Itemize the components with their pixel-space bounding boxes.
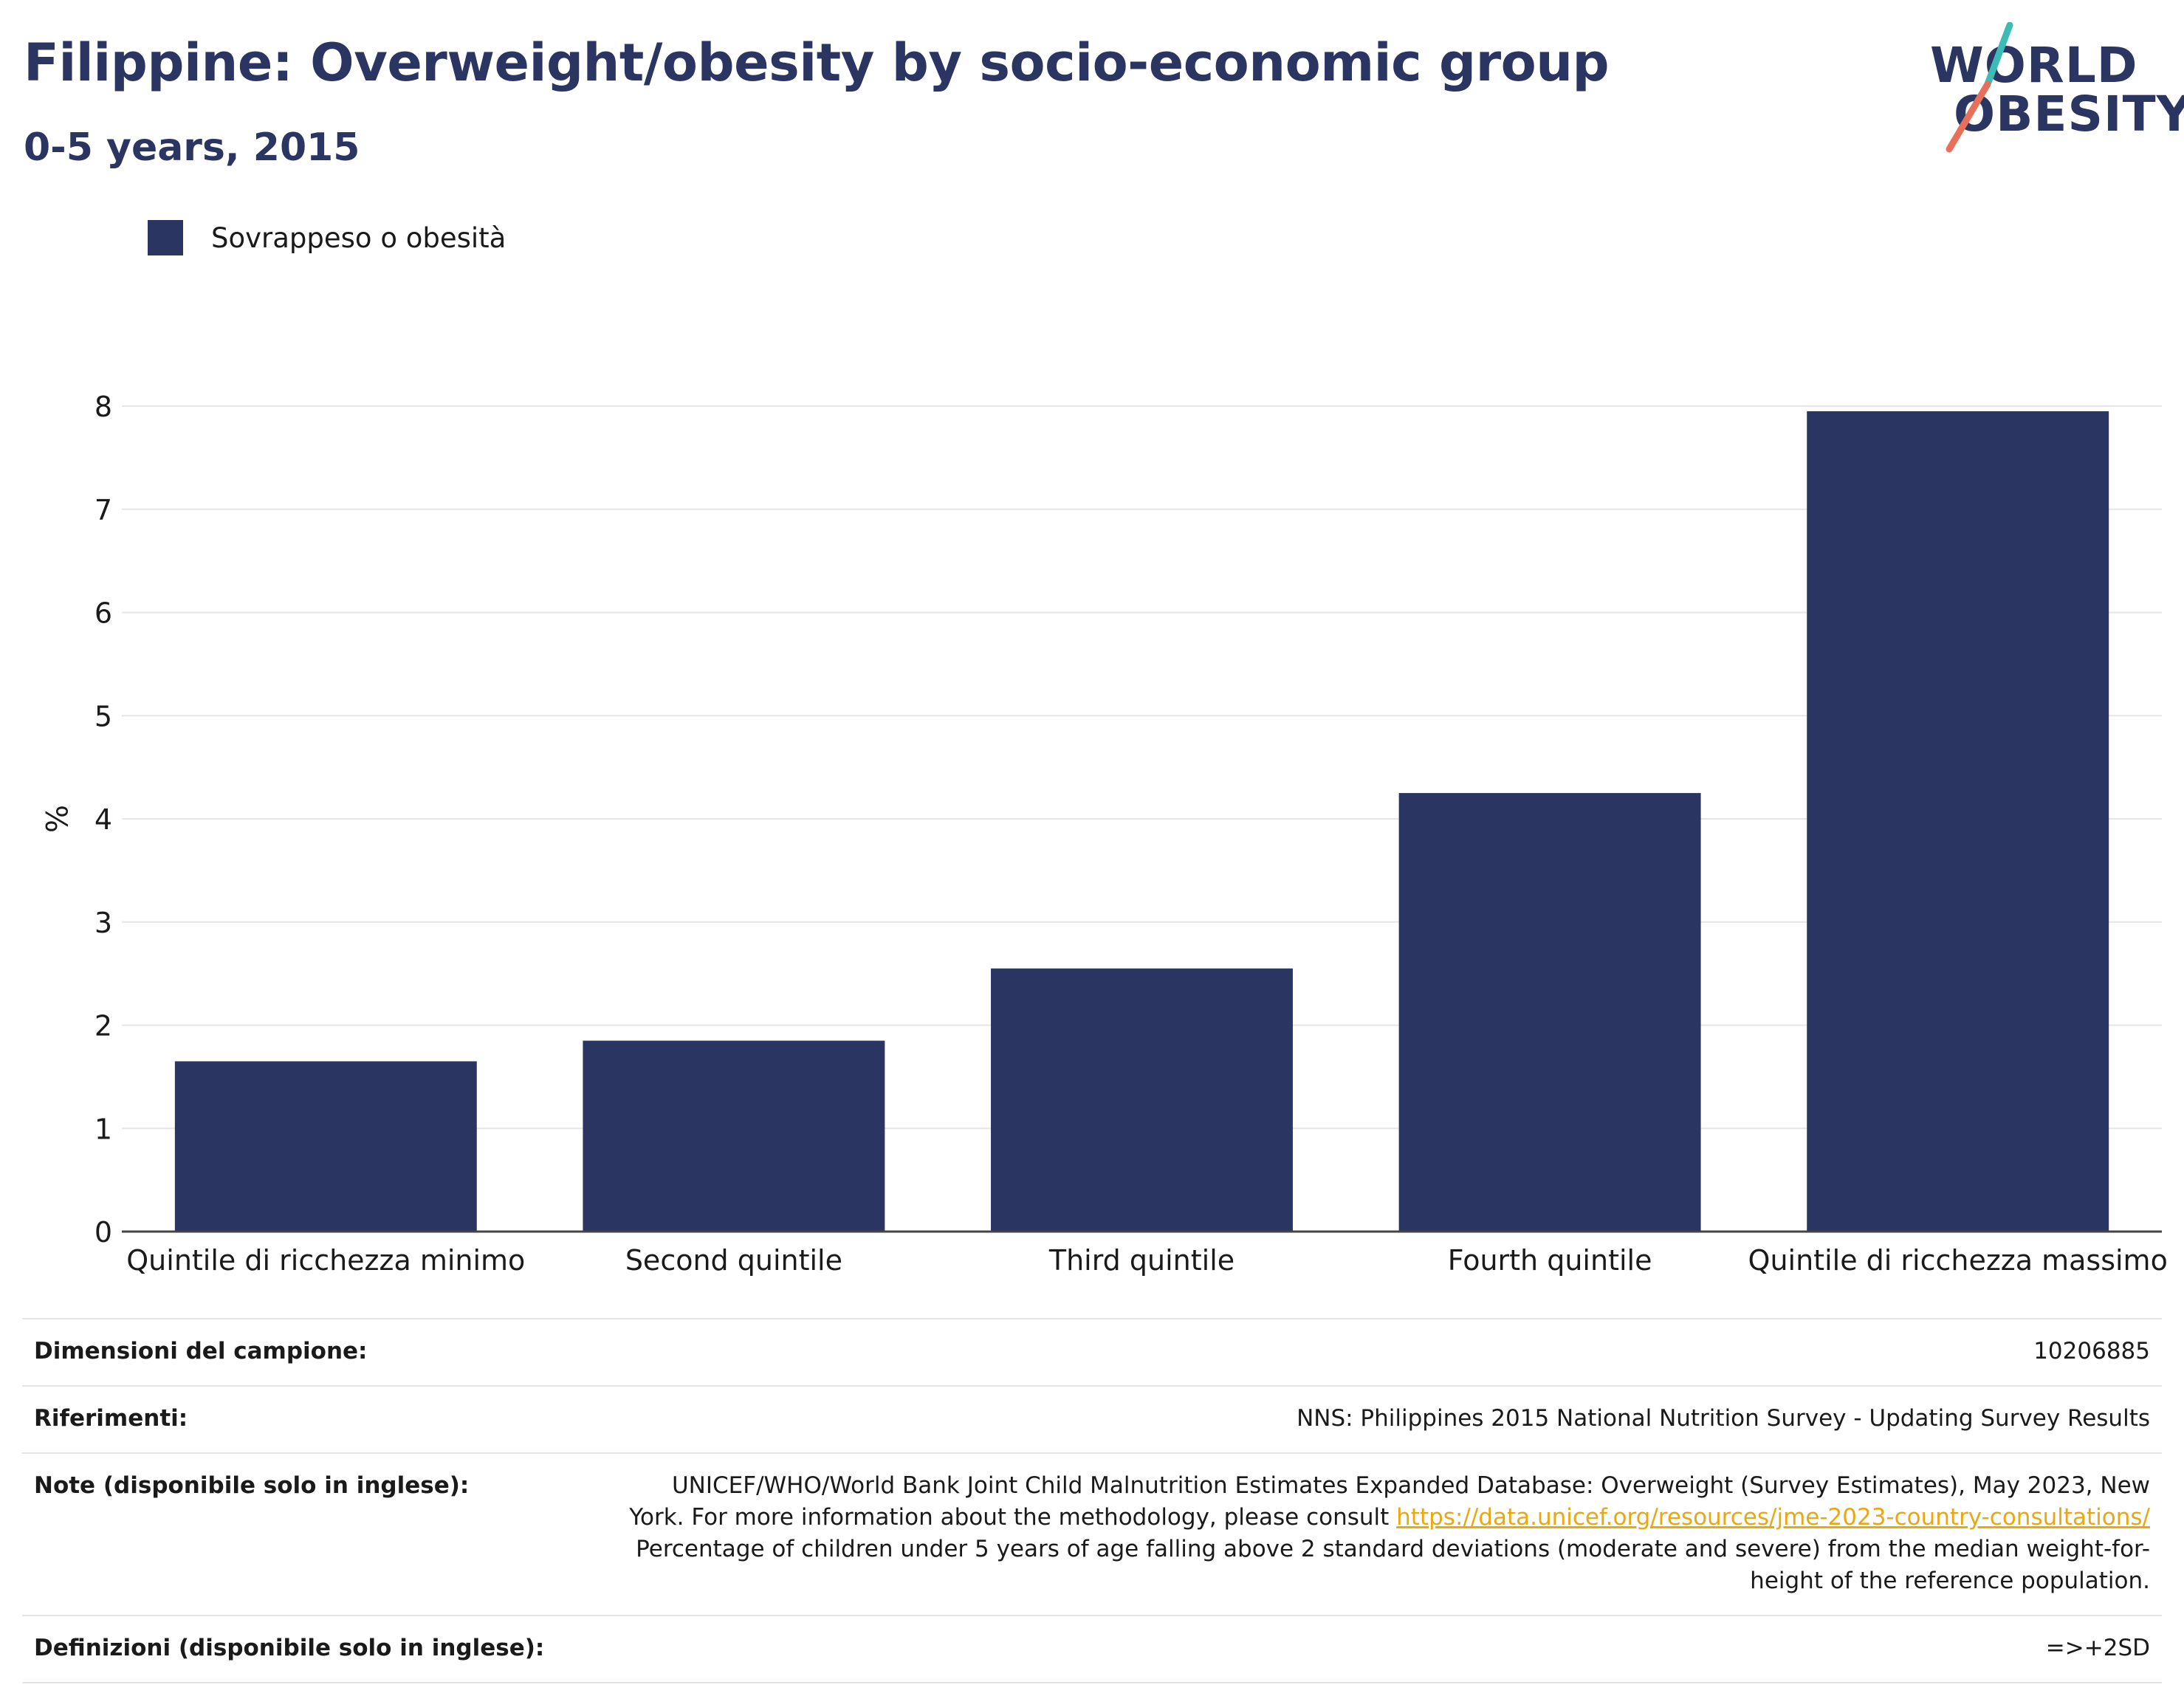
- definitions-value: =>+2SD: [2045, 1635, 2150, 1661]
- info-row-definitions: Definizioni (disponibile solo in inglese…: [22, 1615, 2162, 1683]
- sample-size-value: 10206885: [2033, 1338, 2150, 1364]
- bars: [174, 411, 2109, 1232]
- y-tick-label: 0: [95, 1216, 112, 1249]
- chart-title: Filippine: Overweight/obesity by socio-e…: [24, 32, 1610, 93]
- bar: [991, 968, 1293, 1232]
- legend-label: Sovrappeso o obesità: [211, 222, 506, 254]
- y-tick-label: 6: [95, 597, 112, 630]
- y-tick-label: 2: [95, 1010, 112, 1043]
- bar-chart: 0 1 2 3 4 5 6 7 8 Quintile di ricchezza minimo Se…: [38, 391, 2168, 1277]
- references-value: NNS: Philippines 2015 National Nutrition…: [1297, 1405, 2150, 1432]
- y-axis-label: %: [38, 805, 72, 833]
- notes-value: UNICEF/WHO/World Bank Joint Child Malnut…: [614, 1470, 2150, 1597]
- legend-swatch: [148, 220, 183, 255]
- definitions-label: Definizioni (disponibile solo in inglese…: [34, 1635, 545, 1661]
- legend: Sovrappeso o obesità: [148, 220, 506, 255]
- x-axis-labels: Quintile di ricchezza minimo Second quint…: [126, 1244, 2168, 1277]
- info-row-notes: Note (disponibile solo in inglese): UNIC…: [22, 1452, 2162, 1615]
- bar: [174, 1061, 477, 1232]
- notes-text-2: Percentage of children under 5 years of …: [636, 1536, 2150, 1594]
- y-tick-label: 1: [95, 1113, 112, 1145]
- bar: [583, 1040, 885, 1232]
- x-tick-label: Second quintile: [625, 1244, 842, 1277]
- notes-label: Note (disponibile solo in inglese):: [34, 1472, 470, 1499]
- notes-text-1: UNICEF/WHO/World Bank Joint Child Malnut…: [629, 1472, 2150, 1531]
- bar: [1807, 411, 2109, 1232]
- chart-subtitle: 0-5 years, 2015: [24, 126, 360, 170]
- y-tick-label: 7: [95, 494, 112, 526]
- x-tick-label: Quintile di ricchezza massimo: [1748, 1244, 2168, 1277]
- y-tick-label: 3: [95, 907, 112, 939]
- y-tick-label: 8: [95, 391, 112, 423]
- logo-slash-icon: [1946, 22, 2013, 153]
- references-label: Riferimenti:: [34, 1405, 188, 1432]
- logo-word-world: WORLD: [1930, 37, 2138, 94]
- world-obesity-logo: WORLD OBESITY: [1920, 22, 2184, 155]
- info-table: Dimensioni del campione: 10206885 Riferi…: [22, 1318, 2162, 1683]
- x-tick-label: Fourth quintile: [1448, 1244, 1652, 1277]
- info-row-sample: Dimensioni del campione: 10206885: [22, 1318, 2162, 1385]
- y-tick-label: 5: [95, 700, 112, 732]
- x-tick-label: Quintile di ricchezza minimo: [126, 1244, 525, 1277]
- sample-size-label: Dimensioni del campione:: [34, 1338, 368, 1364]
- info-row-references: Riferimenti: NNS: Philippines 2015 Natio…: [22, 1385, 2162, 1452]
- y-tick-label: 4: [95, 803, 112, 836]
- x-tick-label: Third quintile: [1048, 1244, 1234, 1277]
- bar: [1398, 793, 1701, 1232]
- notes-link[interactable]: https://data.unicef.org/resources/jme-20…: [1396, 1504, 2150, 1531]
- logo-word-obesity: OBESITY: [1954, 86, 2184, 143]
- y-axis-ticks: 0 1 2 3 4 5 6 7 8: [95, 391, 112, 1249]
